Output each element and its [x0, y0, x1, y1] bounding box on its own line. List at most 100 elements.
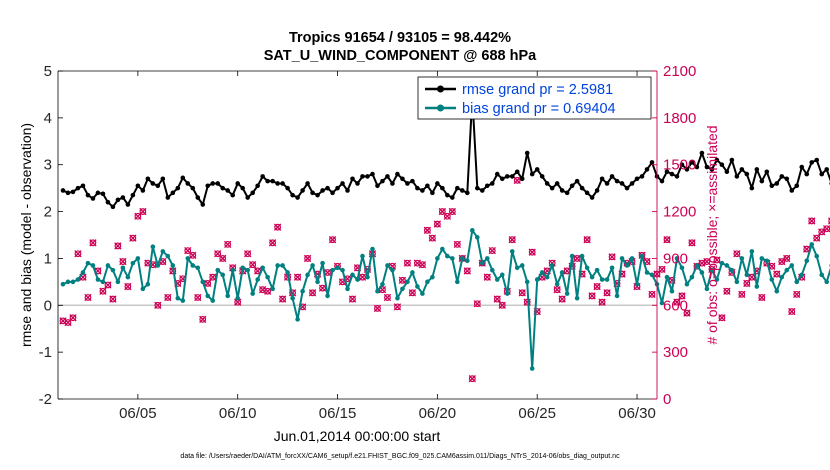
obs-possible-marker [214, 250, 222, 258]
obs-assimilated-marker [104, 281, 112, 289]
rmse-point [95, 190, 101, 196]
obs-assimilated-marker [268, 239, 277, 247]
bias-point [754, 284, 760, 289]
legend-box [417, 76, 652, 120]
y-tick-label-right: 600 [663, 297, 688, 314]
bias-point [639, 253, 645, 259]
rmse-point [415, 185, 420, 191]
rmse-point [559, 188, 565, 193]
rmse-point [180, 175, 186, 181]
rmse-point [450, 195, 455, 200]
obs-count-point [453, 240, 461, 249]
bias-point [519, 263, 525, 268]
obs-assimilated-marker [813, 234, 821, 242]
bias-point [789, 263, 795, 268]
obs-assimilated-marker [733, 250, 741, 258]
rmse-point [115, 197, 121, 203]
rmse-point [475, 185, 480, 191]
y-axis-label-right: # of obs: o=possible; ×=assimilated [704, 125, 720, 344]
obs-possible-marker [249, 261, 257, 269]
legend-entry-rmse: rmse grand pr = 2.5981 [425, 82, 613, 98]
rmse-point [170, 190, 176, 196]
obs-assimilated-marker [99, 287, 107, 295]
bias-point [549, 263, 555, 268]
obs-assimilated-marker [244, 250, 252, 258]
rmse-point [584, 190, 590, 196]
rmse-point [724, 169, 730, 175]
obs-possible-marker [244, 250, 252, 258]
rmse-point [774, 181, 780, 186]
bias-point [385, 263, 390, 268]
obs-assimilated-marker [318, 284, 327, 292]
y-tick-label-left: 0 [44, 297, 52, 314]
y-tick-label-left: -1 [39, 344, 52, 361]
bias-point [539, 270, 545, 275]
bias-point [390, 267, 395, 273]
legend-bias-marker [437, 104, 444, 112]
obs-assimilated-marker [124, 282, 132, 291]
rmse-point [779, 174, 785, 179]
obs-assimilated-marker [393, 303, 402, 311]
obs-assimilated-marker [428, 234, 437, 242]
obs-count-point [318, 284, 327, 292]
bias-point [285, 270, 290, 275]
bias-point [265, 274, 270, 280]
bias-point [335, 265, 340, 271]
bias-point [190, 263, 196, 268]
obs-count-point [263, 287, 272, 295]
rmse-point [285, 185, 290, 191]
bias-point [599, 277, 605, 282]
obs-possible-marker [713, 256, 721, 264]
bias-point [739, 256, 745, 261]
obs-count-point [423, 226, 432, 234]
bias-point [280, 263, 285, 268]
obs-count-point [508, 236, 516, 244]
rmse-point [664, 169, 670, 175]
obs-assimilated-marker [139, 207, 147, 216]
obs-count-point [473, 300, 481, 308]
bias-point [295, 317, 300, 322]
rmse-point [619, 181, 625, 186]
rmse-point [220, 185, 226, 191]
rmse-point [330, 190, 335, 196]
bias-point [614, 293, 620, 299]
bias-point [340, 267, 345, 273]
obs-assimilated-marker [433, 220, 442, 228]
rmse-point [380, 178, 385, 184]
obs-possible-marker [813, 234, 821, 242]
obs-count-point [328, 236, 337, 244]
obs-possible-marker [658, 265, 666, 273]
bias-point [749, 249, 755, 254]
obs-possible-marker [778, 258, 786, 265]
rmse-point [255, 183, 260, 189]
bias-point [75, 277, 81, 282]
bias-point [629, 256, 635, 261]
obs-count-point [293, 273, 302, 281]
bias-point [709, 267, 715, 273]
y-tick-label-right: 1200 [663, 204, 696, 221]
rmse-point [594, 188, 600, 193]
obs-assimilated-marker [658, 265, 666, 274]
obs-assimilated-marker [448, 207, 457, 216]
obs-possible-marker [269, 239, 277, 247]
bias-point [195, 265, 201, 271]
obs-possible-marker [468, 375, 476, 383]
rmse-point [509, 174, 515, 179]
rmse-point [759, 178, 765, 184]
obs-possible-marker [593, 283, 601, 290]
obs-possible-marker [433, 220, 441, 228]
rmse-point [325, 185, 330, 191]
bias-point [170, 263, 176, 268]
rmse-point [749, 185, 755, 191]
bias-point [125, 274, 131, 280]
bias-point [729, 267, 735, 273]
obs-count-point [268, 239, 277, 247]
bias-point [430, 274, 435, 280]
rmse-point [105, 199, 111, 205]
rmse-point [679, 162, 685, 168]
bias-point [410, 270, 415, 275]
obs-count-point [808, 217, 816, 225]
x-tick-label: 06/05 [119, 405, 157, 422]
obs-assimilated-marker [109, 295, 117, 303]
